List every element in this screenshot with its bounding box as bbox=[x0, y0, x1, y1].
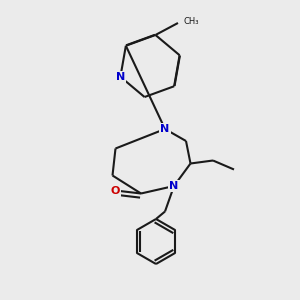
Text: N: N bbox=[169, 181, 178, 191]
Text: N: N bbox=[116, 72, 125, 82]
Text: CH₃: CH₃ bbox=[183, 17, 199, 26]
Text: N: N bbox=[160, 124, 169, 134]
Text: O: O bbox=[111, 185, 120, 196]
